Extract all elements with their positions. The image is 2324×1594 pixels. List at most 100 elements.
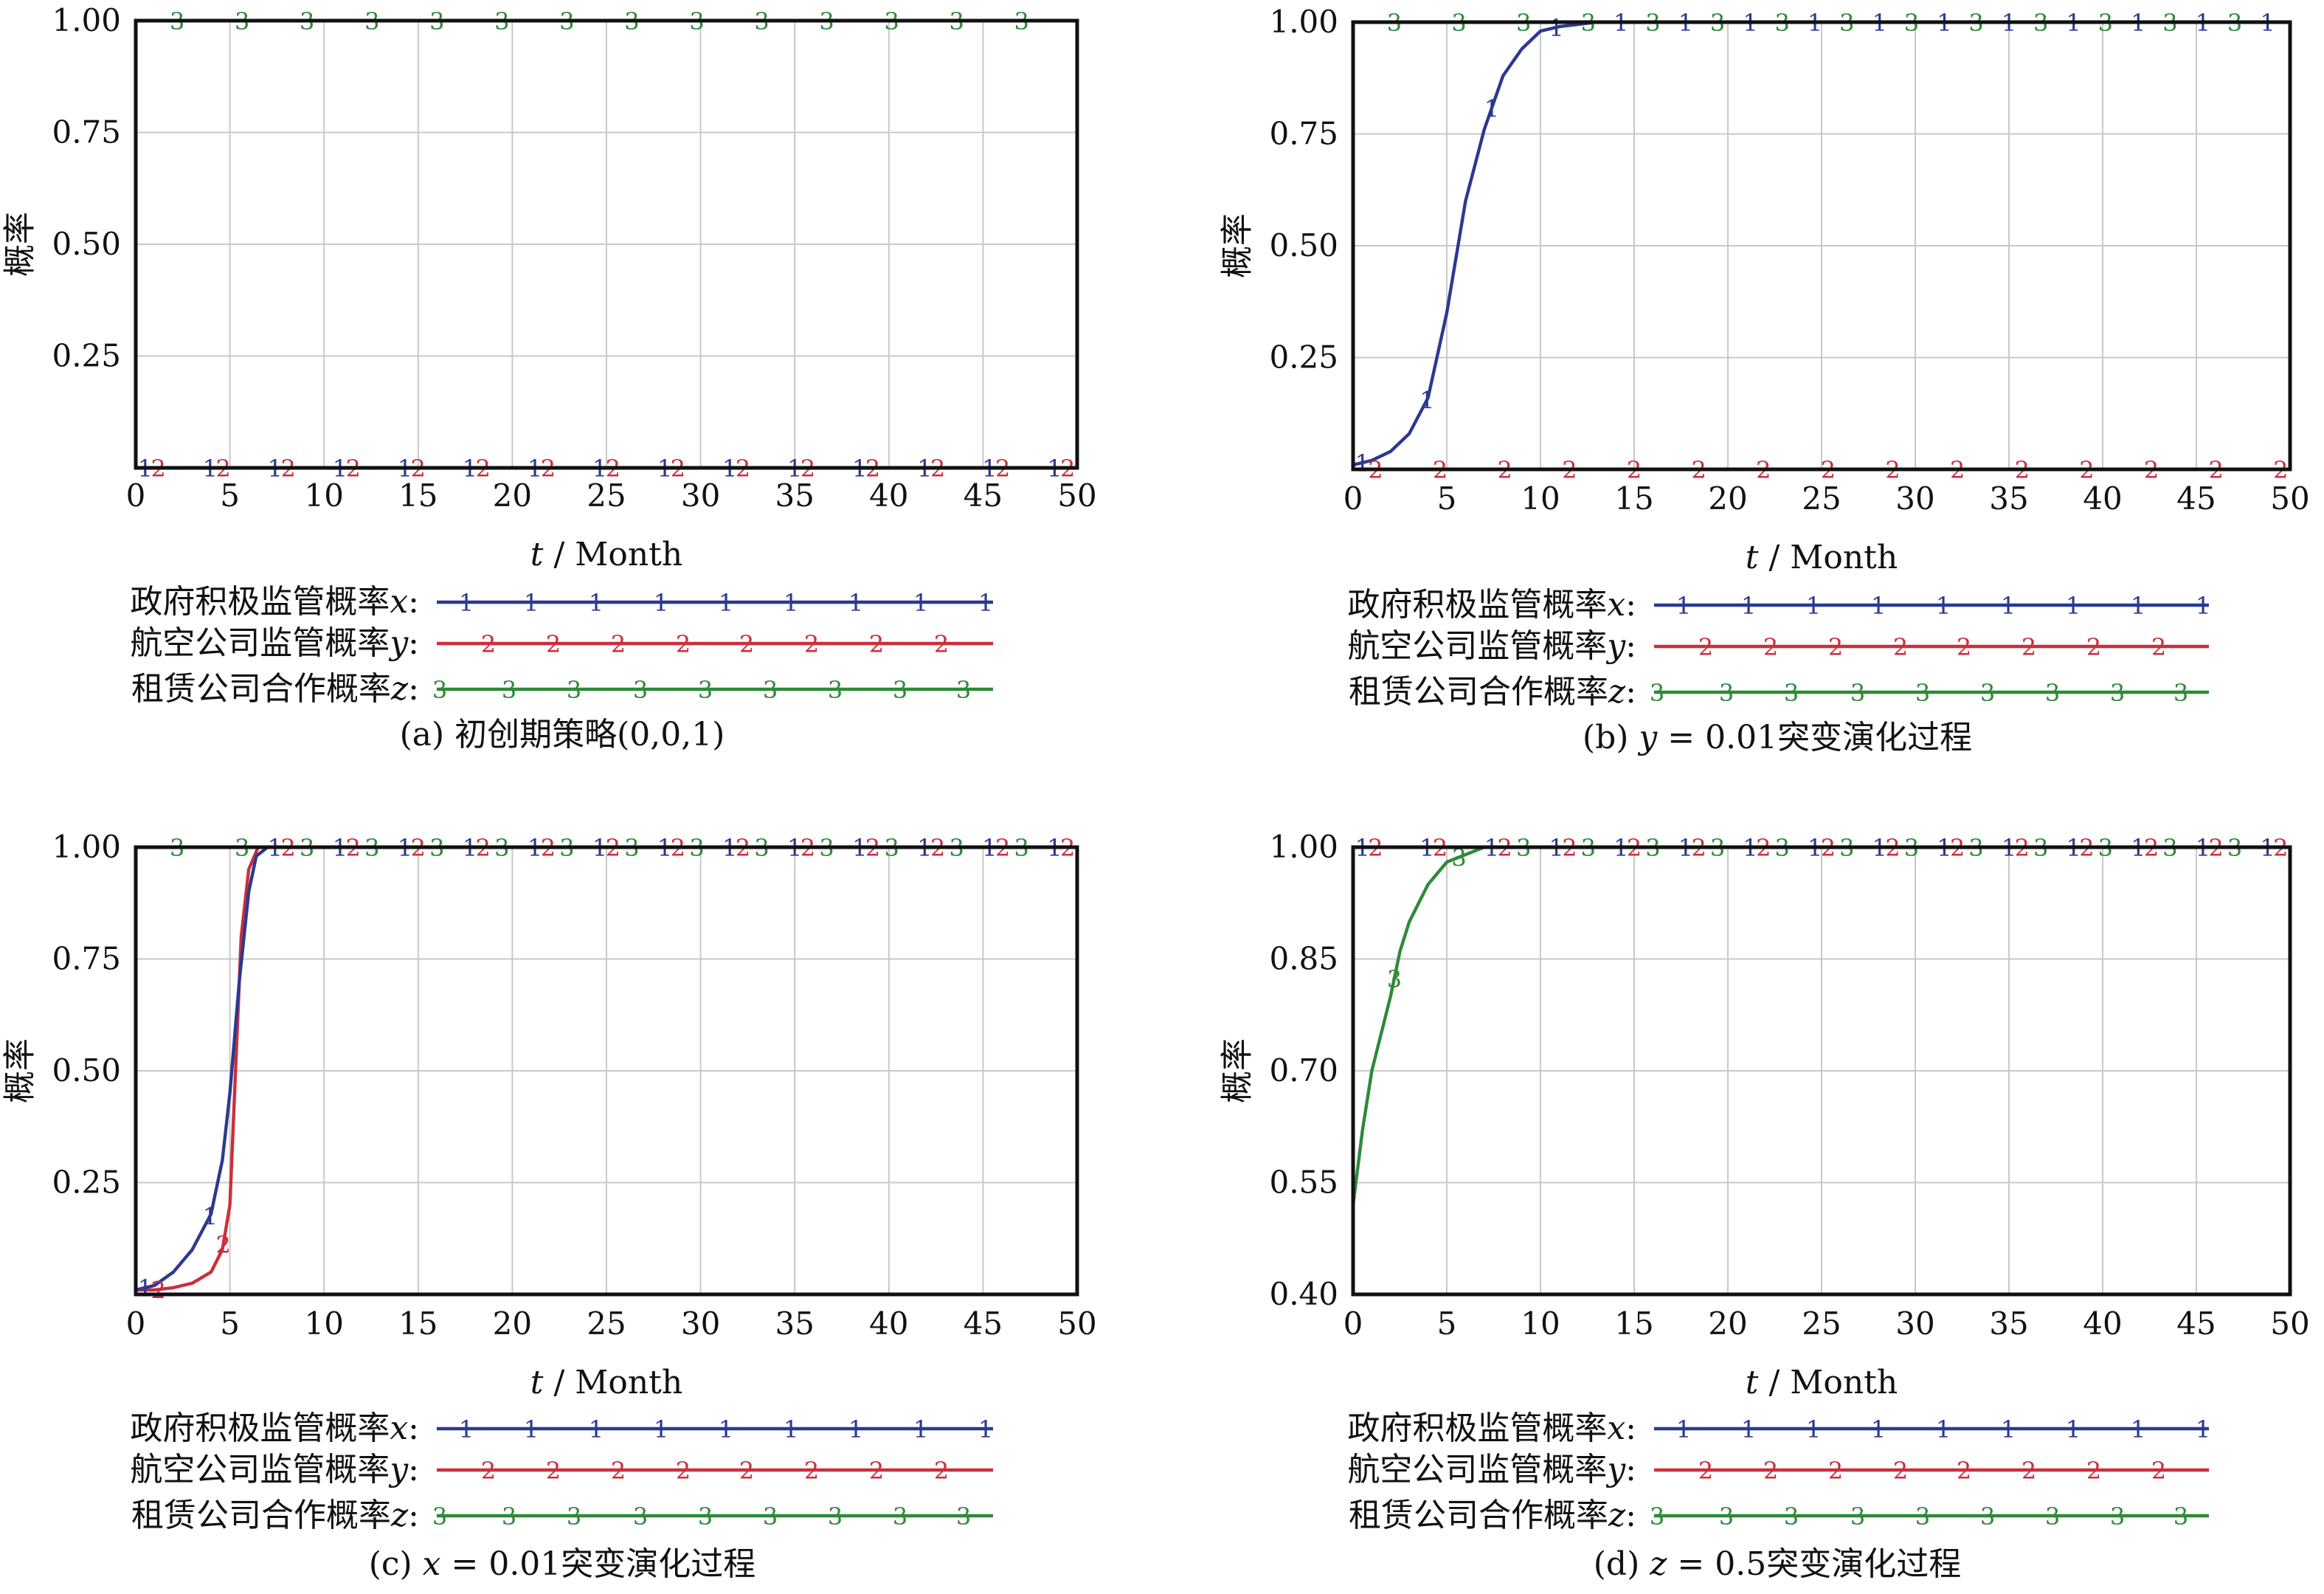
legend-colon: : [408,583,419,621]
legend-marker-z: 3 [828,1502,843,1531]
series-marker-y: 2 [151,1276,165,1304]
legend-colon: : [1625,627,1636,665]
series-line-x [1352,20,2290,467]
x-tick-label: 45 [2176,1305,2216,1342]
x-tick-label: 5 [220,477,240,514]
legend-label-x: 政府积极监管概率x: [1347,1410,1636,1447]
legend-marker-y: 2 [2086,1457,2101,1485]
legend-colon: : [1625,1497,1636,1534]
x-tick-label: 10 [1521,1305,1560,1342]
caption-prefix: (c) [369,1545,423,1583]
x-tick-label: 25 [587,1305,626,1342]
legend-text: 政府积极监管概率 [1347,1410,1607,1447]
legend-var: z [390,1497,409,1534]
y-tick-label: 0.75 [1269,116,1338,152]
legend-marker-x: 1 [1871,1415,1886,1443]
legend-var: z [1608,673,1626,711]
series-marker-x: 1 [1484,94,1499,123]
legend-text: 航空公司监管概率 [130,1451,390,1488]
y-axis-label: 概率 [1,1038,39,1103]
x-tick-label: 40 [2083,1305,2122,1342]
legend-marker-x: 1 [2131,592,2145,620]
legend-var: z [1608,1497,1626,1534]
legend-marker-y: 2 [934,1457,949,1485]
legend-marker-z: 3 [698,676,713,704]
legend-marker-z: 3 [432,1502,447,1531]
caption-var: x [423,1545,441,1583]
x-tick-label: 40 [869,477,908,514]
legend-label-x: 政府积极监管概率x: [130,1410,419,1447]
legend-marker-x: 1 [784,1415,798,1443]
x-axis-var: t [530,1364,544,1401]
x-tick-label: 0 [126,477,146,514]
legend-marker-x: 1 [719,1415,733,1443]
legend-marker-y: 2 [1763,633,1778,661]
legend-marker-x: 1 [1741,592,1756,620]
y-tick-label: 1.00 [1269,829,1338,865]
legend-marker-y: 2 [2151,633,2166,661]
x-tick-label: 25 [1802,480,1841,517]
caption-text: = 0.5突变演化过程 [1667,1545,1961,1583]
legend-marker-x: 1 [1676,592,1691,620]
x-tick-label: 5 [1437,1305,1457,1342]
legend-marker-z: 3 [2045,1502,2060,1531]
plot-frame [1351,845,2292,1297]
y-tick-label: 0.75 [52,941,121,977]
legend-colon: : [1625,1451,1636,1488]
caption-var: z [1649,1545,1667,1583]
caption-prefix: (a) [400,716,455,753]
series-line-z [1351,845,2290,1206]
legend-marker-y: 2 [2022,633,2036,661]
x-tick-label: 30 [681,1305,720,1342]
x-axis-var: t [1746,539,1759,576]
legend-marker-z: 3 [567,1502,581,1531]
series-line-y [136,845,1077,1292]
x-axis-unit: / Month [543,536,682,573]
legend-var: x [1607,1410,1625,1447]
legend-marker-y: 2 [2086,633,2101,661]
x-tick-label: 35 [775,477,814,514]
x-tick-label: 20 [1708,480,1747,517]
caption-text: = 0.01突变演化过程 [1657,719,1972,756]
x-tick-label: 45 [2176,480,2216,517]
plot-frame [134,845,1079,1297]
y-tick-label: 0.75 [52,114,121,151]
legend-label-z: 租赁公司合作概率z: [1349,673,1636,711]
panel-caption: (b) y = 0.01突变演化过程 [1583,719,1972,756]
series-marker-x: 1 [1419,386,1434,414]
legend-text: 航空公司监管概率 [130,624,390,662]
y-tick-label: 0.25 [52,1165,121,1201]
plot-frame [134,18,1079,470]
caption-text: 初创期策略(0,0,1) [454,716,724,753]
legend-var: x [390,1410,408,1447]
chart-panel-d: 1 1 1 1 1 1 1 1 1 1 1 1 1 1 12 2 2 2 2 2 2 2 2 2 2 2 2 2 233 3 3 3 3 3 3 3 3… [1219,829,2310,1583]
legend-colon: : [408,1410,419,1447]
y-tick-label: 0.50 [52,1052,121,1088]
legend-colon: : [1625,673,1636,711]
y-axis-label: 概率 [1,212,39,277]
x-tick-label: 25 [1802,1305,1841,1342]
series-marker-x: 1 [203,1202,218,1230]
legend-var: y [1605,627,1626,665]
legend-colon: : [408,670,419,708]
legend-marker-z: 3 [893,1502,907,1531]
legend-marker-z: 3 [1650,679,1664,707]
y-tick-label: 1.00 [1269,4,1338,40]
y-tick-label: 0.70 [1269,1052,1338,1088]
legend-marker-x: 1 [459,1415,474,1443]
panel-caption: (a) 初创期策略(0,0,1) [400,716,725,753]
caption-var: y [1637,719,1658,756]
legend-marker-y: 2 [1893,633,1908,661]
x-axis-unit: / Month [1758,539,1898,576]
legend-marker-x: 1 [1676,1415,1691,1443]
legend-label-y: 航空公司监管概率y: [130,1451,419,1488]
legend-marker-y: 2 [1893,1457,1908,1485]
y-tick-label: 0.55 [1269,1165,1338,1201]
legend-marker-z: 3 [2173,1502,2188,1531]
series-marker-x: 1 [1549,14,1563,42]
legend-marker-x: 1 [719,589,733,617]
legend-marker-z: 3 [567,676,581,704]
x-tick-label: 0 [1343,1305,1363,1342]
legend-marker-z: 3 [2045,679,2060,707]
